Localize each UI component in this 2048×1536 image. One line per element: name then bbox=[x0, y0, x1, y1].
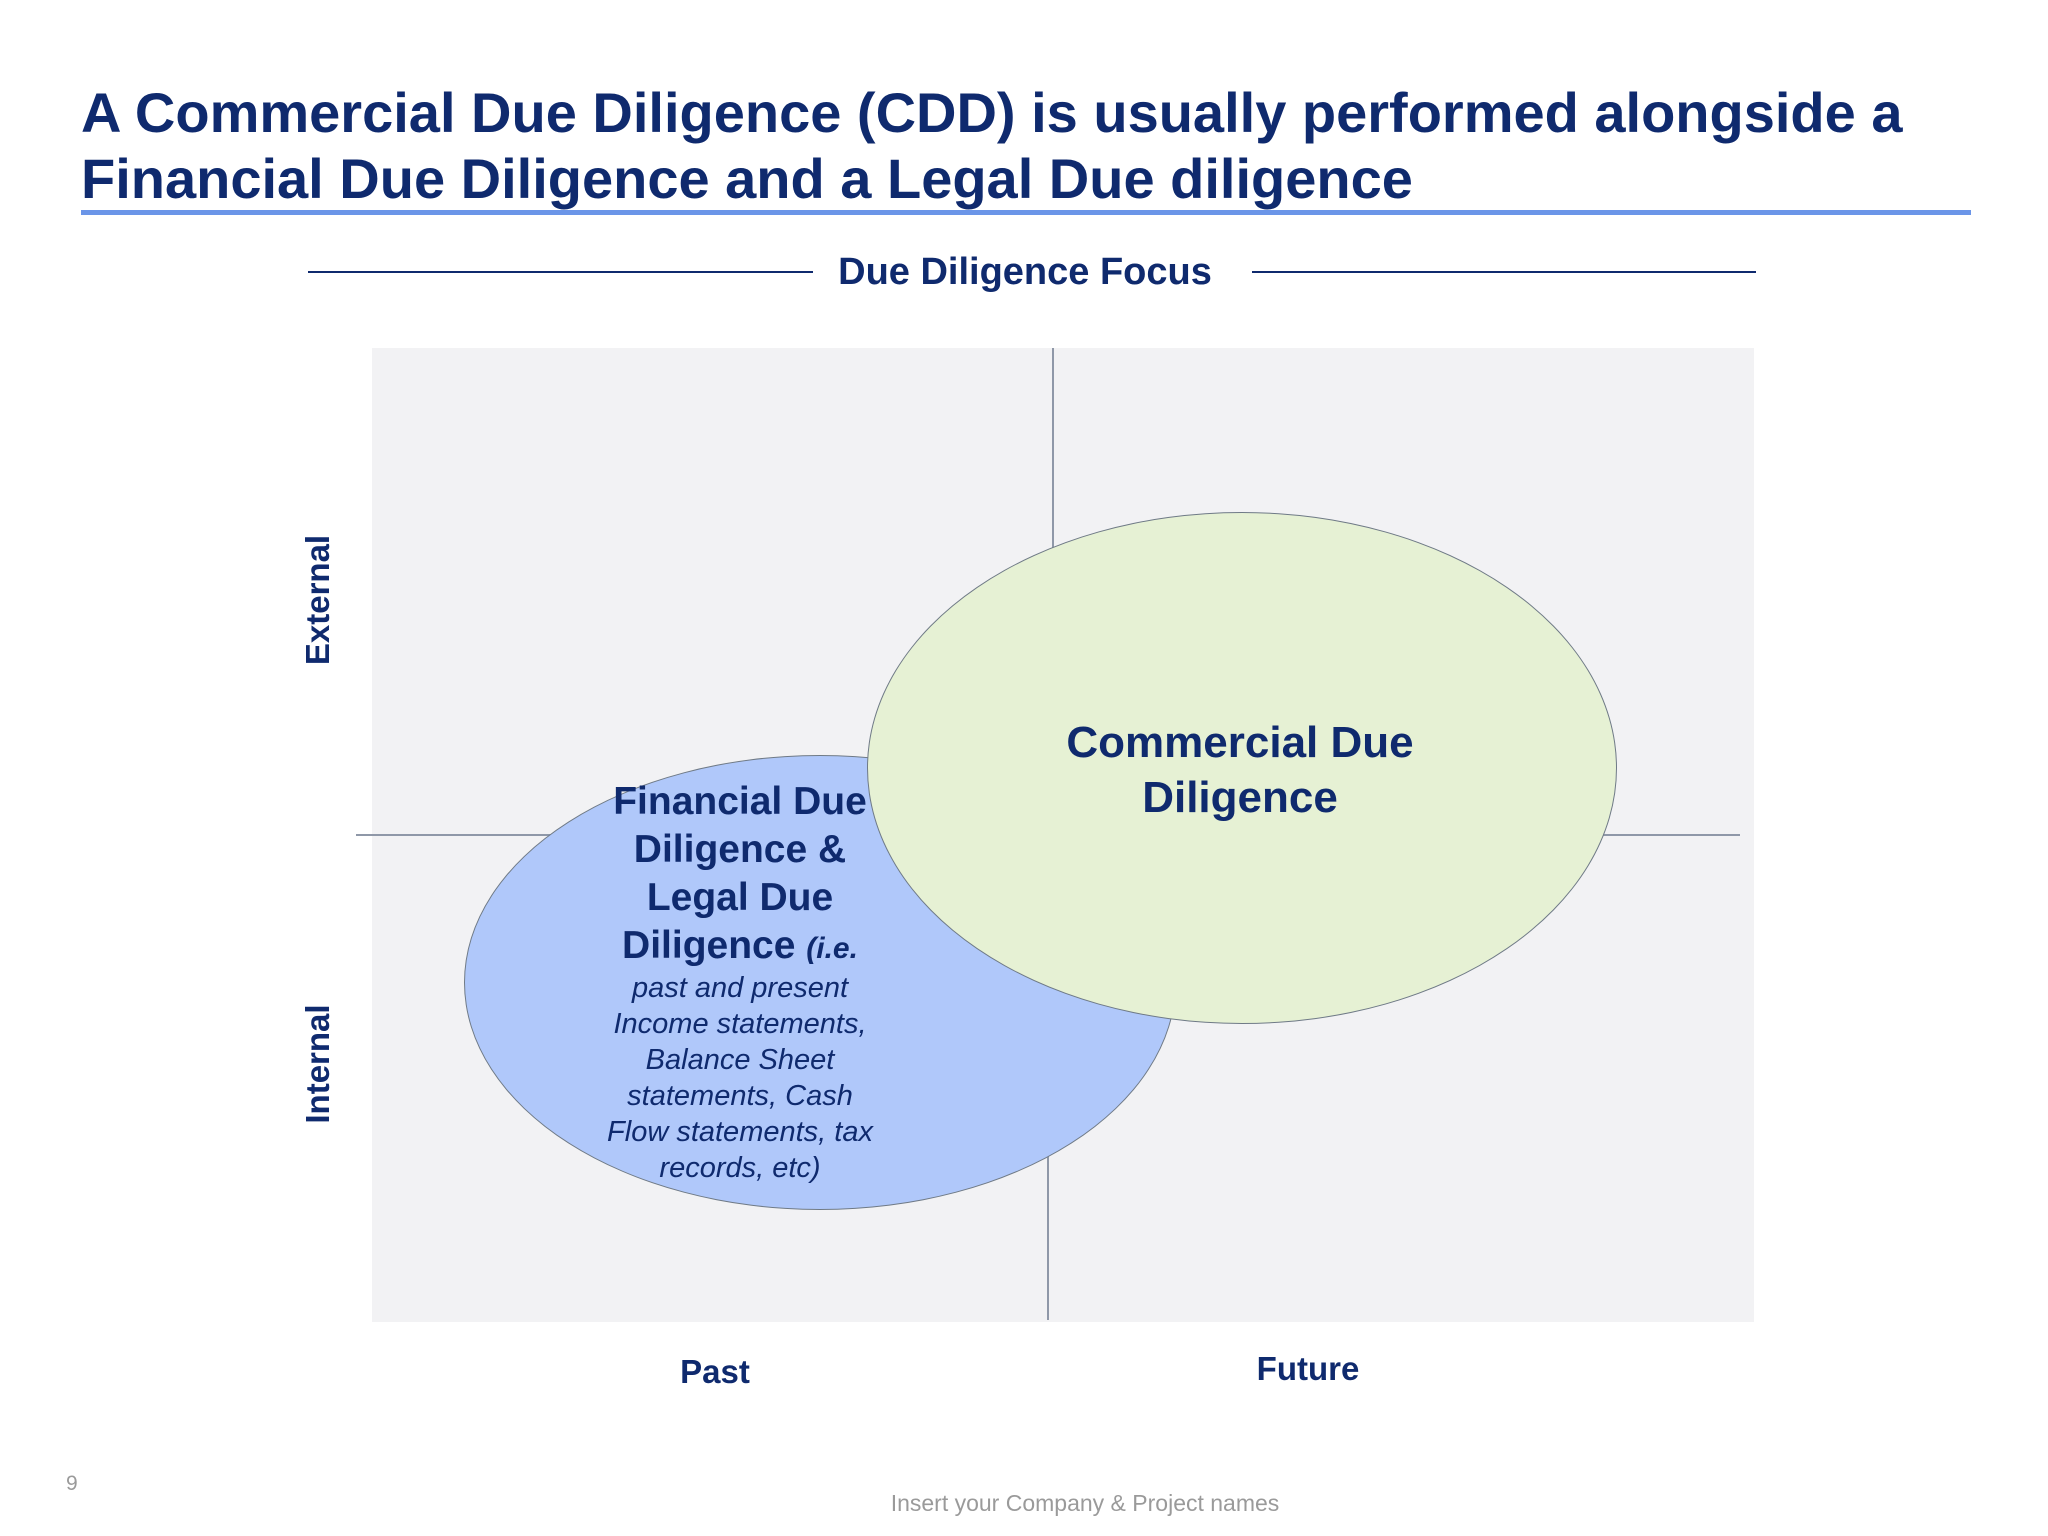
commercial-dd-text: Commercial Due Diligence bbox=[1066, 718, 1414, 822]
x-axis-label-past: Past bbox=[680, 1353, 750, 1390]
financial-legal-dd-heading: Financial Due Diligence & Legal Due Dili… bbox=[613, 780, 867, 967]
financial-legal-dd-detail: past and present Income statements, Bala… bbox=[607, 972, 873, 1184]
vertical-axis-bottom bbox=[1047, 1018, 1049, 1320]
section-rule-left bbox=[308, 271, 813, 273]
commercial-ellipse bbox=[867, 512, 1617, 1024]
commercial-dd-label: Commercial Due Diligence bbox=[1030, 715, 1450, 825]
financial-legal-dd-inline-note: (i.e. bbox=[806, 932, 858, 965]
footer-text: Insert your Company & Project names bbox=[890, 1490, 1280, 1516]
y-axis-label-external: External bbox=[299, 534, 336, 666]
page-number: 9 bbox=[66, 1472, 78, 1495]
section-label: Due Diligence Focus bbox=[838, 251, 1212, 293]
title-underline bbox=[81, 210, 1971, 215]
financial-legal-dd-label: Financial Due Diligence & Legal Due Dili… bbox=[580, 778, 900, 1186]
section-rule-right bbox=[1252, 271, 1756, 273]
financial-legal-dd-title: Financial Due Diligence & Legal Due Dili… bbox=[580, 778, 900, 970]
y-axis-label-internal: Internal bbox=[299, 1004, 336, 1124]
x-axis-label-future: Future bbox=[1256, 1350, 1360, 1387]
slide-title: A Commercial Due Diligence (CDD) is usua… bbox=[81, 81, 1903, 210]
vertical-axis-top bbox=[1052, 348, 1054, 548]
